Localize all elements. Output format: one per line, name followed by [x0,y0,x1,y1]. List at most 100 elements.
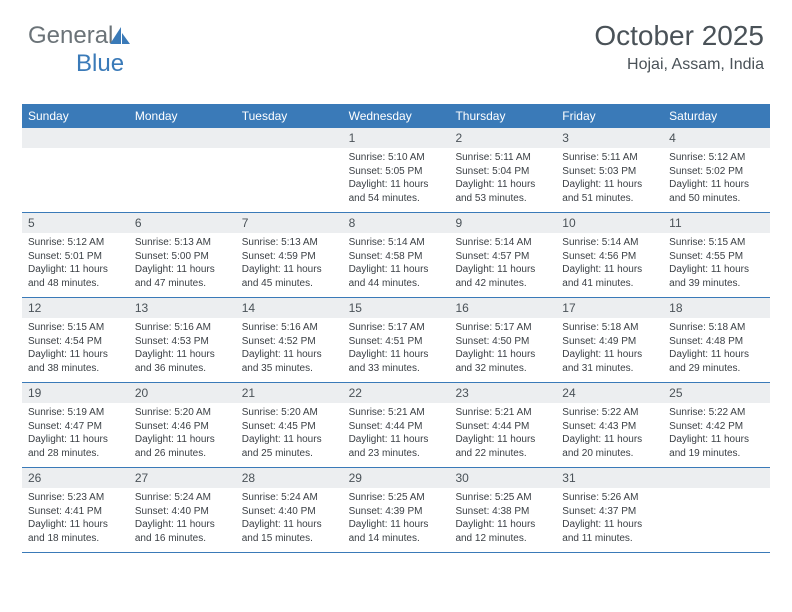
sunset-text: Sunset: 4:49 PM [562,335,657,349]
daylight-text: Daylight: 11 hours and 12 minutes. [455,518,550,545]
day-number: 31 [556,468,663,488]
daylight-text: Daylight: 11 hours and 54 minutes. [349,178,444,205]
sunrise-text: Sunrise: 5:13 AM [135,236,230,250]
day-cell [129,128,236,212]
day-details: Sunrise: 5:19 AMSunset: 4:47 PMDaylight:… [22,403,129,464]
sunset-text: Sunset: 4:39 PM [349,505,444,519]
day-number-empty [22,128,129,148]
day-details: Sunrise: 5:14 AMSunset: 4:57 PMDaylight:… [449,233,556,294]
logo-sail-icon [110,27,132,45]
sunset-text: Sunset: 4:42 PM [669,420,764,434]
daylight-text: Daylight: 11 hours and 51 minutes. [562,178,657,205]
day-number: 5 [22,213,129,233]
sunset-text: Sunset: 4:52 PM [242,335,337,349]
sunset-text: Sunset: 5:03 PM [562,165,657,179]
day-cell: 12Sunrise: 5:15 AMSunset: 4:54 PMDayligh… [22,298,129,382]
sunrise-text: Sunrise: 5:19 AM [28,406,123,420]
day-details: Sunrise: 5:20 AMSunset: 4:45 PMDaylight:… [236,403,343,464]
sunrise-text: Sunrise: 5:22 AM [562,406,657,420]
day-cell: 30 Sunrise: 5:25 AMSunset: 4:38 PMDayligh… [449,468,556,552]
day-number-empty [236,128,343,148]
sunset-text: Sunset: 4:50 PM [455,335,550,349]
day-header: Thursday [449,104,556,128]
location-subtitle: Hojai, Assam, India [594,56,764,74]
sunrise-text: Sunrise: 5:25 AM [349,491,444,505]
day-cell: 1Sunrise: 5:10 AMSunset: 5:05 PMDaylight… [343,128,450,212]
sunrise-text: Sunrise: 5:12 AM [669,151,764,165]
sunset-text: Sunset: 4:40 PM [242,505,337,519]
month-year-title: October 2025 [594,20,764,52]
day-details: Sunrise: 5:17 AMSunset: 4:51 PMDaylight:… [343,318,450,379]
sunrise-text: Sunrise: 5:20 AM [242,406,337,420]
day-cell: 4Sunrise: 5:12 AMSunset: 5:02 PMDaylight… [663,128,770,212]
daylight-text: Daylight: 11 hours and 32 minutes. [455,348,550,375]
sunrise-text: Sunrise: 5:22 AM [669,406,764,420]
day-cell: 19Sunrise: 5:19 AMSunset: 4:47 PMDayligh… [22,383,129,467]
sunset-text: Sunset: 4:44 PM [349,420,444,434]
day-cell: 24Sunrise: 5:22 AMSunset: 4:43 PMDayligh… [556,383,663,467]
sunset-text: Sunset: 5:04 PM [455,165,550,179]
calendar-grid: SundayMondayTuesdayWednesdayThursdayFrid… [22,104,770,553]
day-details: Sunrise: 5:15 AMSunset: 4:54 PMDaylight:… [22,318,129,379]
sunset-text: Sunset: 4:44 PM [455,420,550,434]
day-header: Wednesday [343,104,450,128]
day-details: Sunrise: 5:15 AMSunset: 4:55 PMDaylight:… [663,233,770,294]
daylight-text: Daylight: 11 hours and 50 minutes. [669,178,764,205]
sunset-text: Sunset: 4:38 PM [455,505,550,519]
day-cell: 28Sunrise: 5:24 AMSunset: 4:40 PMDayligh… [236,468,343,552]
day-cell: 7Sunrise: 5:13 AMSunset: 4:59 PMDaylight… [236,213,343,297]
sunrise-text: Sunrise: 5:18 AM [562,321,657,335]
day-number: 7 [236,213,343,233]
sunrise-text: Sunrise: 5:23 AM [28,491,123,505]
day-cell: 6Sunrise: 5:13 AMSunset: 5:00 PMDaylight… [129,213,236,297]
daylight-text: Daylight: 11 hours and 19 minutes. [669,433,764,460]
day-header: Tuesday [236,104,343,128]
daylight-text: Daylight: 11 hours and 35 minutes. [242,348,337,375]
day-details: Sunrise: 5:16 AMSunset: 4:52 PMDaylight:… [236,318,343,379]
sunset-text: Sunset: 4:57 PM [455,250,550,264]
daylight-text: Daylight: 11 hours and 25 minutes. [242,433,337,460]
sunrise-text: Sunrise: 5:15 AM [669,236,764,250]
sunrise-text: Sunrise: 5:25 AM [455,491,550,505]
day-details: Sunrise: 5:12 AMSunset: 5:01 PMDaylight:… [22,233,129,294]
day-cell [236,128,343,212]
day-cell: 27Sunrise: 5:24 AMSunset: 4:40 PMDayligh… [129,468,236,552]
sunset-text: Sunset: 5:05 PM [349,165,444,179]
day-number: 2 [449,128,556,148]
day-header-row: SundayMondayTuesdayWednesdayThursdayFrid… [22,104,770,128]
sunset-text: Sunset: 4:48 PM [669,335,764,349]
day-number: 10 [556,213,663,233]
sunrise-text: Sunrise: 5:16 AM [135,321,230,335]
day-number: 17 [556,298,663,318]
sunrise-text: Sunrise: 5:17 AM [455,321,550,335]
brand-name-1: General [28,22,113,49]
sunset-text: Sunset: 4:47 PM [28,420,123,434]
day-details: Sunrise: 5:24 AMSunset: 4:40 PMDaylight:… [129,488,236,549]
day-details: Sunrise: 5:21 AMSunset: 4:44 PMDaylight:… [343,403,450,464]
day-cell: 9Sunrise: 5:14 AMSunset: 4:57 PMDaylight… [449,213,556,297]
day-number: 30 [449,468,556,488]
day-number: 11 [663,213,770,233]
day-number: 13 [129,298,236,318]
sunrise-text: Sunrise: 5:14 AM [349,236,444,250]
sunset-text: Sunset: 5:02 PM [669,165,764,179]
daylight-text: Daylight: 11 hours and 28 minutes. [28,433,123,460]
daylight-text: Daylight: 11 hours and 47 minutes. [135,263,230,290]
sunrise-text: Sunrise: 5:24 AM [242,491,337,505]
daylight-text: Daylight: 11 hours and 31 minutes. [562,348,657,375]
daylight-text: Daylight: 11 hours and 20 minutes. [562,433,657,460]
sunrise-text: Sunrise: 5:11 AM [455,151,550,165]
day-details: Sunrise: 5:24 AMSunset: 4:40 PMDaylight:… [236,488,343,549]
sunrise-text: Sunrise: 5:12 AM [28,236,123,250]
sunrise-text: Sunrise: 5:21 AM [455,406,550,420]
daylight-text: Daylight: 11 hours and 45 minutes. [242,263,337,290]
day-details: Sunrise: 5:12 AMSunset: 5:02 PMDaylight:… [663,148,770,209]
day-cell: 3Sunrise: 5:11 AMSunset: 5:03 PMDaylight… [556,128,663,212]
day-cell: 14Sunrise: 5:16 AMSunset: 4:52 PMDayligh… [236,298,343,382]
brand-name-2: Blue [76,50,124,77]
sunset-text: Sunset: 4:56 PM [562,250,657,264]
sunrise-text: Sunrise: 5:26 AM [562,491,657,505]
sunset-text: Sunset: 4:53 PM [135,335,230,349]
week-row: 1Sunrise: 5:10 AMSunset: 5:05 PMDaylight… [22,128,770,213]
day-number: 27 [129,468,236,488]
